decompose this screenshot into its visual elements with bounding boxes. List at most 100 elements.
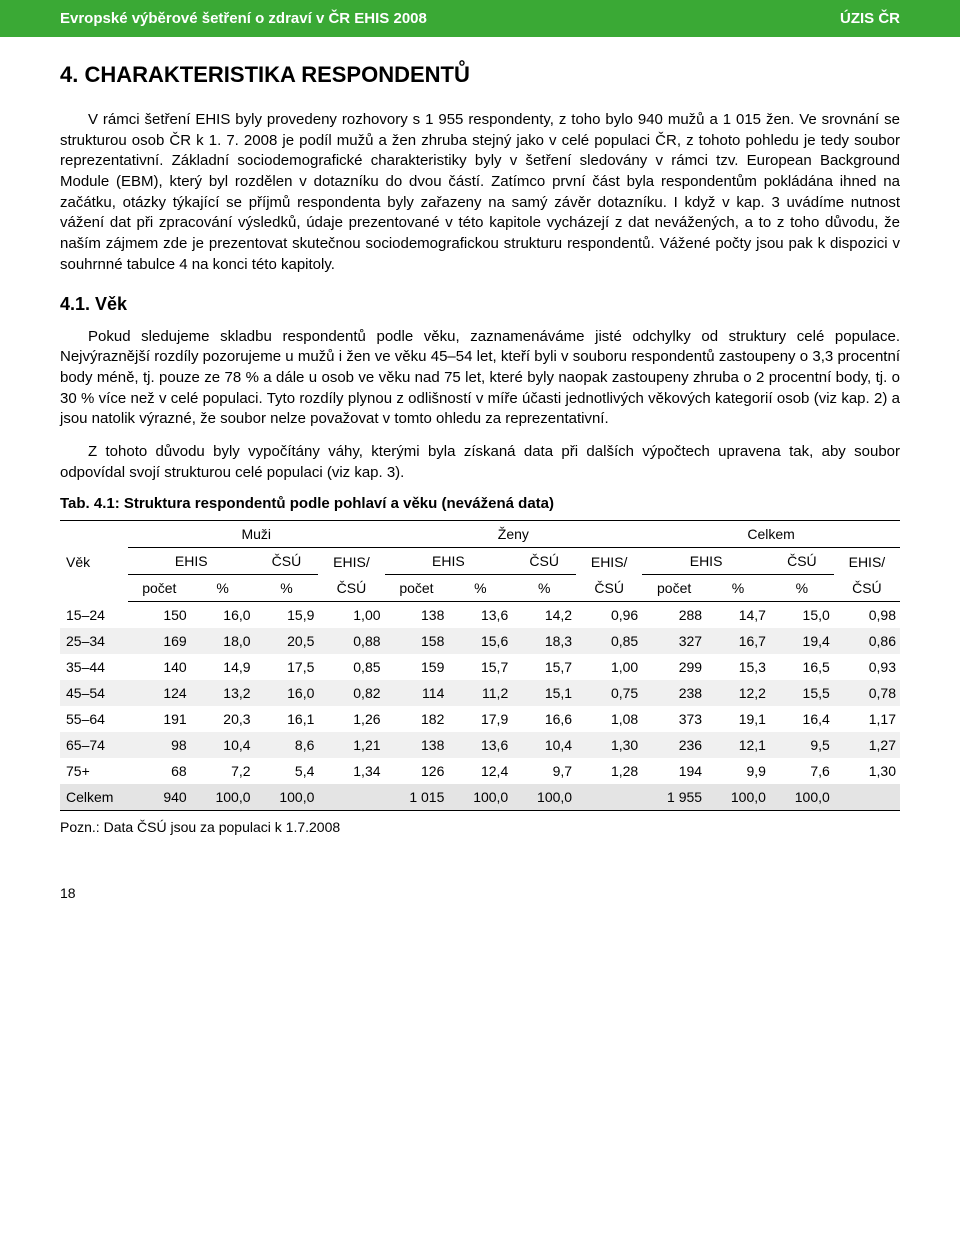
table-cell: 8,6 bbox=[255, 732, 319, 758]
table-cell: 13,6 bbox=[448, 602, 512, 629]
table-cell: 15,1 bbox=[512, 680, 576, 706]
header-right: ÚZIS ČR bbox=[840, 10, 900, 27]
table-cell: 9,5 bbox=[770, 732, 834, 758]
table-cell: 15,7 bbox=[448, 654, 512, 680]
table-cell: 20,5 bbox=[255, 628, 319, 654]
row-label: 45–54 bbox=[60, 680, 128, 706]
table-cell: 159 bbox=[385, 654, 449, 680]
table-cell: 15,3 bbox=[706, 654, 770, 680]
table-cell: 940 bbox=[128, 784, 191, 810]
table-cell: 0,82 bbox=[318, 680, 384, 706]
table-cell: 16,0 bbox=[191, 602, 255, 629]
row-label: 75+ bbox=[60, 758, 128, 784]
table-cell: 5,4 bbox=[255, 758, 319, 784]
table-cell: 0,93 bbox=[834, 654, 900, 680]
col-sub2: počet bbox=[385, 575, 449, 602]
col-sub2: ČSÚ bbox=[576, 575, 642, 602]
table-cell: 126 bbox=[385, 758, 449, 784]
table-cell: 0,78 bbox=[834, 680, 900, 706]
table-cell: 17,5 bbox=[255, 654, 319, 680]
table-cell bbox=[576, 784, 642, 810]
table-cell: 169 bbox=[128, 628, 191, 654]
row-label: 25–34 bbox=[60, 628, 128, 654]
row-label: 15–24 bbox=[60, 602, 128, 629]
table-cell: 7,6 bbox=[770, 758, 834, 784]
table-cell: 1,30 bbox=[576, 732, 642, 758]
col-group-zeny: Ženy bbox=[385, 521, 643, 548]
table-cell: 0,96 bbox=[576, 602, 642, 629]
table-cell: 9,7 bbox=[512, 758, 576, 784]
table-cell: 14,2 bbox=[512, 602, 576, 629]
table-cell: 16,1 bbox=[255, 706, 319, 732]
col-sub-csu: ČSÚ bbox=[255, 548, 319, 575]
col-sub2: % bbox=[191, 575, 255, 602]
table-cell: 1,00 bbox=[318, 602, 384, 629]
table-cell: 11,2 bbox=[448, 680, 512, 706]
table-footnote: Pozn.: Data ČSÚ jsou za populaci k 1.7.2… bbox=[60, 819, 900, 835]
table-cell: 13,6 bbox=[448, 732, 512, 758]
table-cell: 1,21 bbox=[318, 732, 384, 758]
col-sub-ehis: EHIS bbox=[385, 548, 513, 575]
table-cell: 100,0 bbox=[770, 784, 834, 810]
table-cell: 16,5 bbox=[770, 654, 834, 680]
table-cell: 9,9 bbox=[706, 758, 770, 784]
table-cell: 182 bbox=[385, 706, 449, 732]
col-sub-csu: ČSÚ bbox=[770, 548, 834, 575]
col-sub-csu: ČSÚ bbox=[512, 548, 576, 575]
table-cell: 16,0 bbox=[255, 680, 319, 706]
table-cell: 100,0 bbox=[512, 784, 576, 810]
col-sub-ehis: EHIS bbox=[128, 548, 255, 575]
row-label: 55–64 bbox=[60, 706, 128, 732]
table-cell: 0,86 bbox=[834, 628, 900, 654]
table-cell: 158 bbox=[385, 628, 449, 654]
table-cell: 10,4 bbox=[191, 732, 255, 758]
table-cell: 14,9 bbox=[191, 654, 255, 680]
table-cell: 15,5 bbox=[770, 680, 834, 706]
table-cell: 7,2 bbox=[191, 758, 255, 784]
col-sub-ratio: EHIS/ bbox=[576, 548, 642, 575]
table-cell: 0,88 bbox=[318, 628, 384, 654]
table-cell: 1,27 bbox=[834, 732, 900, 758]
col-group-celkem: Celkem bbox=[642, 521, 900, 548]
table-row: 25–3416918,020,50,8815815,618,30,8532716… bbox=[60, 628, 900, 654]
row-label: Celkem bbox=[60, 784, 128, 810]
table-cell: 327 bbox=[642, 628, 706, 654]
table-cell bbox=[834, 784, 900, 810]
table-cell: 15,7 bbox=[512, 654, 576, 680]
table-cell: 191 bbox=[128, 706, 191, 732]
data-table: Věk Muži Ženy Celkem EHIS ČSÚ EHIS/ EHIS… bbox=[60, 521, 900, 810]
table-cell: 1,34 bbox=[318, 758, 384, 784]
col-sub-ratio: EHIS/ bbox=[834, 548, 900, 575]
table-cell: 16,4 bbox=[770, 706, 834, 732]
col-sub-ratio: EHIS/ bbox=[318, 548, 384, 575]
table-cell: 238 bbox=[642, 680, 706, 706]
table-cell: 1,00 bbox=[576, 654, 642, 680]
chapter-heading: 4. CHARAKTERISTIKA RESPONDENTŮ bbox=[60, 62, 900, 88]
table-row: 45–5412413,216,00,8211411,215,10,7523812… bbox=[60, 680, 900, 706]
col-sub2: % bbox=[448, 575, 512, 602]
table-cell: 17,9 bbox=[448, 706, 512, 732]
table-cell: 1,08 bbox=[576, 706, 642, 732]
table-cell: 10,4 bbox=[512, 732, 576, 758]
table-row: 65–749810,48,61,2113813,610,41,3023612,1… bbox=[60, 732, 900, 758]
table-cell: 13,2 bbox=[191, 680, 255, 706]
table-cell: 124 bbox=[128, 680, 191, 706]
table-cell: 100,0 bbox=[255, 784, 319, 810]
col-sub2: počet bbox=[642, 575, 706, 602]
table-cell: 138 bbox=[385, 732, 449, 758]
col-sub2: % bbox=[770, 575, 834, 602]
col-sub-ehis: EHIS bbox=[642, 548, 770, 575]
table-cell: 0,75 bbox=[576, 680, 642, 706]
table-cell: 68 bbox=[128, 758, 191, 784]
table-cell: 18,3 bbox=[512, 628, 576, 654]
col-header-vek: Věk bbox=[60, 521, 128, 602]
table-cell: 1,17 bbox=[834, 706, 900, 732]
table-row-total: Celkem940100,0100,01 015100,0100,01 9551… bbox=[60, 784, 900, 810]
table-row: 35–4414014,917,50,8515915,715,71,0029915… bbox=[60, 654, 900, 680]
table-cell: 98 bbox=[128, 732, 191, 758]
table-cell: 15,0 bbox=[770, 602, 834, 629]
table-cell: 1,28 bbox=[576, 758, 642, 784]
col-sub2: ČSÚ bbox=[834, 575, 900, 602]
table-cell: 100,0 bbox=[448, 784, 512, 810]
col-sub2: % bbox=[255, 575, 319, 602]
